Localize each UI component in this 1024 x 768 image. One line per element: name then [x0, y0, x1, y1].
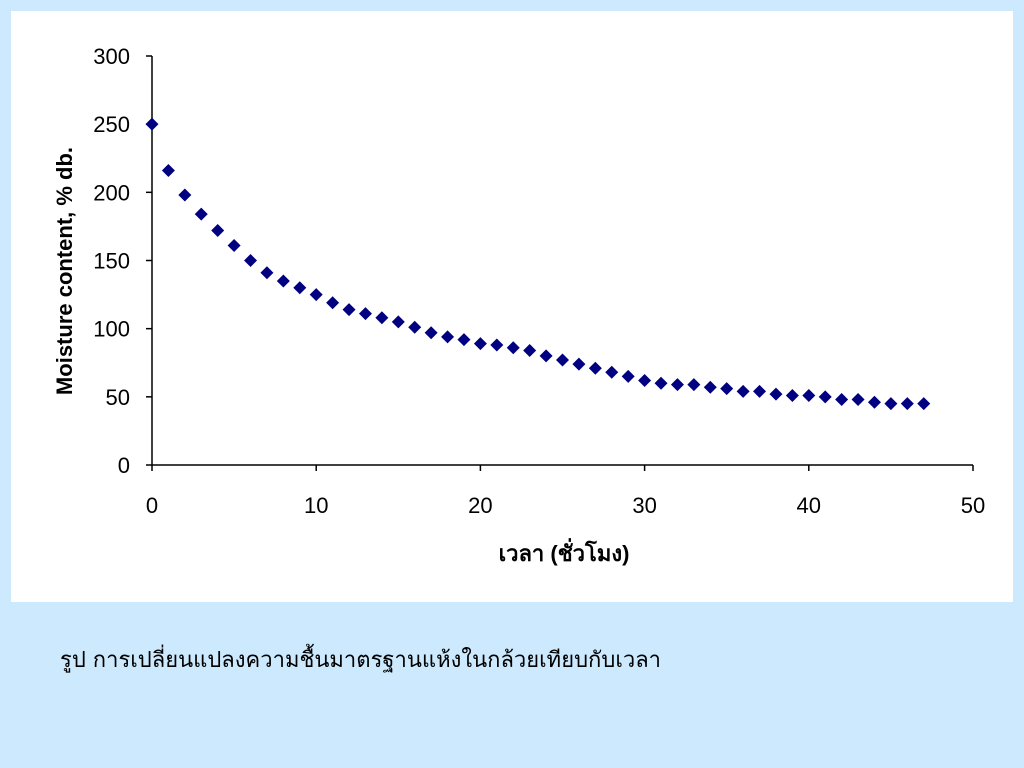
- data-point: [260, 266, 274, 280]
- data-point: [867, 395, 881, 409]
- data-point: [227, 239, 241, 253]
- data-point: [687, 378, 701, 392]
- data-point: [703, 380, 717, 394]
- data-point: [835, 393, 849, 407]
- data-point: [769, 387, 783, 401]
- data-point: [654, 376, 668, 390]
- y-tick-label: 50: [106, 385, 130, 410]
- data-point: [276, 274, 290, 288]
- scatter-chart: 0 50 100 150 200 250 300 0 10 20 30 40 50 เวลา (ชั่ว…: [52, 44, 985, 566]
- axes: [151, 56, 973, 466]
- y-tick-label: 300: [93, 44, 130, 69]
- data-point: [211, 224, 225, 238]
- data-point: [523, 343, 537, 357]
- data-point: [391, 315, 405, 329]
- data-point: [785, 388, 799, 402]
- data-point: [293, 281, 307, 295]
- data-point: [457, 333, 471, 347]
- data-point: [441, 330, 455, 344]
- x-tick-label: 20: [468, 493, 492, 518]
- data-point: [178, 188, 192, 202]
- data-point: [408, 320, 422, 334]
- data-point: [900, 397, 914, 411]
- data-point: [145, 117, 159, 131]
- data-point: [309, 288, 323, 302]
- x-axis-title: เวลา (ชั่วโมง): [499, 537, 630, 566]
- chart-panel: 0 50 100 150 200 250 300 0 10 20 30 40 50 เวลา (ชั่ว…: [11, 11, 1013, 602]
- ticks: 0 50 100 150 200 250 300 0 10 20 30 40 50: [93, 44, 985, 518]
- data-point: [802, 388, 816, 402]
- data-markers: [145, 117, 931, 411]
- data-point: [473, 337, 487, 351]
- data-point: [917, 397, 931, 411]
- data-point: [572, 357, 586, 371]
- data-point: [884, 397, 898, 411]
- data-point: [161, 164, 175, 178]
- data-point: [638, 373, 652, 387]
- data-point: [326, 296, 340, 310]
- data-point: [720, 382, 734, 396]
- data-point: [621, 369, 635, 383]
- data-point: [670, 378, 684, 392]
- data-point: [753, 384, 767, 398]
- figure-caption: รูป การเปลี่ยนแปลงความชื้นมาตรฐานแห้งในก…: [60, 648, 662, 673]
- data-point: [851, 393, 865, 407]
- x-tick-label: 50: [961, 493, 985, 518]
- y-tick-label: 200: [93, 180, 130, 205]
- data-point: [424, 326, 438, 340]
- x-tick-label: 0: [146, 493, 158, 518]
- data-point: [588, 361, 602, 375]
- y-tick-label: 0: [118, 453, 130, 478]
- x-tick-label: 40: [797, 493, 821, 518]
- x-tick-label: 30: [632, 493, 656, 518]
- x-tick-label: 10: [304, 493, 328, 518]
- data-point: [506, 341, 520, 355]
- data-point: [194, 207, 208, 221]
- data-point: [818, 390, 832, 404]
- data-point: [358, 307, 372, 321]
- y-tick-label: 100: [93, 317, 130, 342]
- data-point: [556, 353, 569, 367]
- data-point: [539, 349, 553, 363]
- y-tick-label: 250: [93, 112, 130, 137]
- data-point: [605, 365, 619, 379]
- data-point: [244, 254, 258, 267]
- y-tick-label: 150: [93, 249, 130, 274]
- data-point: [490, 338, 504, 352]
- data-point: [342, 303, 356, 317]
- y-axis-title: Moisture content, % db.: [52, 147, 77, 395]
- data-point: [375, 311, 389, 325]
- data-point: [736, 384, 750, 398]
